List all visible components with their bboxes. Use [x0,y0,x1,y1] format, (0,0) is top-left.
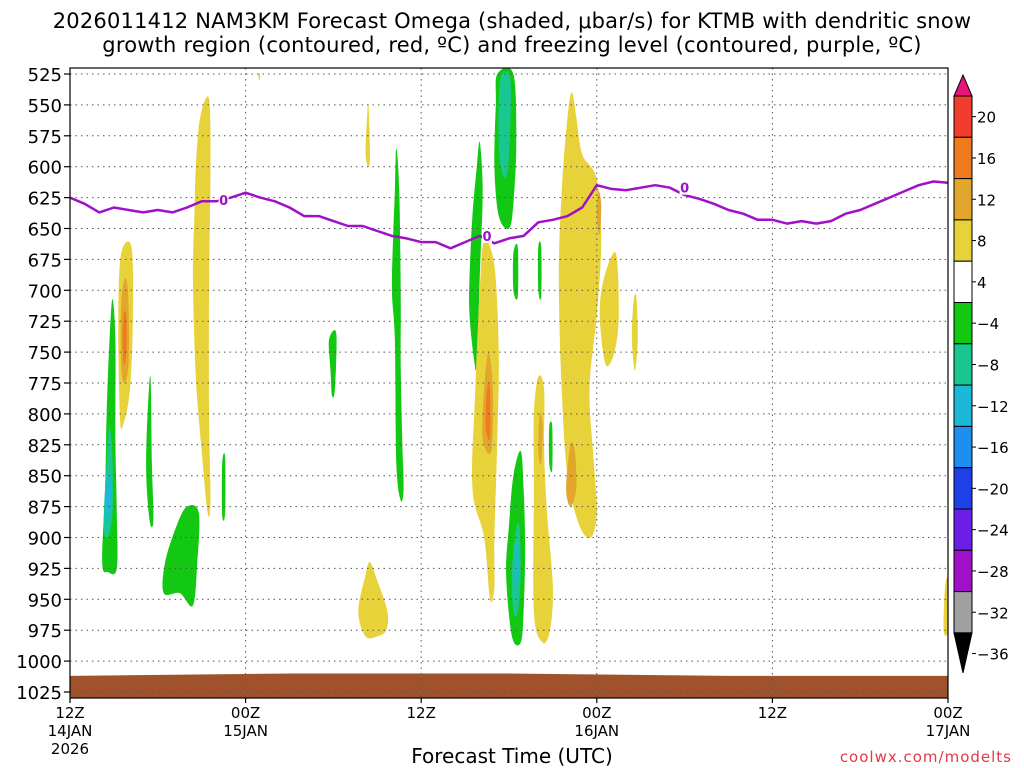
y-tick-label: 925 [28,559,62,580]
colorbar-bin [953,219,973,262]
omega-region [257,73,261,81]
colorbar-bin [953,343,973,386]
colorbar-bin [953,302,973,345]
colorbar-arrow-top [953,73,973,97]
y-tick-label: 1025 [16,683,62,704]
colorbar-label: 8 [977,233,987,251]
y-tick-label: 950 [28,590,62,611]
x-tick-time: 12Z [407,704,436,722]
y-tick-label: 750 [28,343,62,364]
omega-region [221,452,226,521]
colorbar-bin [953,95,973,138]
x-tick-time: 12Z [55,704,84,722]
omega-region [631,293,638,371]
omega-region [533,375,553,644]
omega-region [512,243,519,300]
y-tick-label: 800 [28,405,62,426]
freezing-level-label: 0 [680,182,689,197]
colorbar-label: −20 [977,480,1009,498]
omega-region [498,71,511,180]
freezing-level-line [70,180,948,250]
colorbar-label: 20 [977,109,996,127]
y-tick-label: 700 [28,281,62,302]
y-tick-label: 600 [28,158,62,179]
x-tick-date: 17JAN [926,722,971,740]
colorbar-label: −32 [977,604,1009,622]
omega-region [538,412,543,465]
x-tick-date: 14JAN [48,722,93,740]
colorbar-bin [953,549,973,593]
y-tick-label: 1000 [16,652,62,673]
omega-region [599,252,619,367]
y-tick-label: 975 [28,621,62,642]
omega-region [566,442,577,507]
omega-region [596,191,602,235]
freezing-level-label-bg [679,180,690,195]
freezing-level-label-bg [218,193,229,208]
chart-title-line-1: 2026011412 NAM3KM Forecast Omega (shaded… [52,9,972,33]
colorbar-bin [953,508,973,551]
y-tick-label: 625 [28,189,62,210]
omega-region [365,103,370,167]
omega-region [122,310,127,365]
colorbar-label: 16 [977,150,996,168]
colorbar-label: −12 [977,398,1009,416]
colorbar-label: 12 [977,191,996,209]
colorbar-label: −28 [977,563,1009,581]
colorbar-bin [953,591,973,634]
x-tick-time: 00Z [933,704,962,722]
y-tick-label: 650 [28,220,62,241]
omega-region [537,241,542,300]
x-tick-date: 15JAN [223,722,268,740]
freezing-level-label: 0 [483,230,492,245]
colorbar-label: −16 [977,439,1009,457]
colorbar-arrow-bottom [953,632,973,674]
y-tick-label: 725 [28,312,62,333]
y-tick-label: 875 [28,498,62,519]
omega-region [514,542,519,584]
omega-region [105,474,112,520]
terrain-band [70,673,948,698]
omega-region [548,421,553,473]
colorbar-bin [953,384,973,427]
credit-text: coolwx.com/modelts [839,748,1012,766]
y-tick-label: 575 [28,127,62,148]
omega-region [469,141,483,371]
y-tick-label: 525 [28,65,62,86]
colorbar-bin [953,136,973,180]
colorbar-bin [953,178,973,221]
omega-region [943,577,948,636]
y-tick-label: 675 [28,250,62,271]
x-tick-time: 00Z [231,704,260,722]
y-tick-label: 775 [28,374,62,395]
colorbar-label: −4 [977,315,999,333]
x-axis-title: Forecast Time (UTC) [411,744,613,768]
x-tick-time: 12Z [758,704,787,722]
omega-region [328,330,337,398]
omega-region [146,375,154,528]
y-tick-label: 900 [28,529,62,550]
y-tick-label: 850 [28,467,62,488]
colorbar-label: −8 [977,356,999,374]
freezing-level-label: 0 [219,194,228,209]
freezing-level-label-bg [482,228,493,243]
chart-title-line-2: growth region (contoured, red, ºC) and f… [102,33,922,57]
omega-region [558,92,602,539]
x-tick-year: 2026 [51,740,89,758]
omega-region [485,383,491,441]
colorbar-label: −24 [977,522,1009,540]
colorbar-label: −36 [977,646,1009,664]
colorbar-bin [953,425,973,469]
x-tick-date: 16JAN [574,722,619,740]
colorbar-label: 4 [977,274,987,292]
omega-region [162,505,200,607]
omega-region [358,562,389,639]
y-tick-label: 550 [28,96,62,117]
y-tick-label: 825 [28,436,62,457]
colorbar-bin [953,467,973,510]
colorbar-bin [953,260,973,304]
x-tick-time: 00Z [582,704,611,722]
